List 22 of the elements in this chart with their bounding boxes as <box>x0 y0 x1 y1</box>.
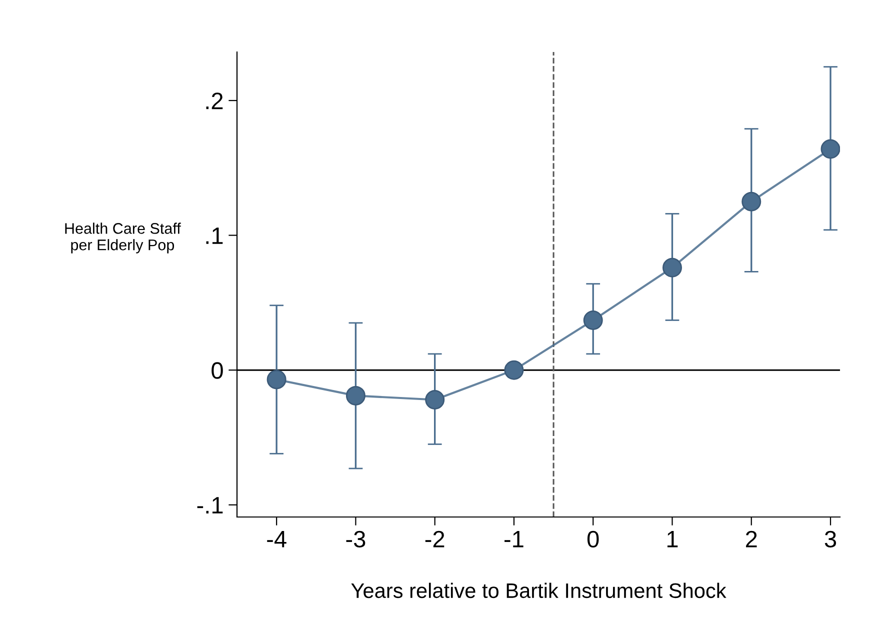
x-tick-label: 3 <box>824 530 836 548</box>
y-tick-label: 0 <box>212 362 223 379</box>
x-tick-label: -2 <box>425 530 444 548</box>
point <box>583 310 603 330</box>
point <box>425 390 445 410</box>
point <box>346 386 366 406</box>
point <box>742 192 762 212</box>
y-axis-title: Health Care Staff per Elderly Pop <box>65 222 181 254</box>
y-tick-label: -.1 <box>197 497 223 514</box>
point <box>504 360 524 380</box>
x-tick-label: -3 <box>346 530 366 548</box>
x-axis-title: Years relative to Bartik Instrument Shock <box>351 582 726 598</box>
x-tick-label: -4 <box>267 531 286 548</box>
point <box>820 139 840 159</box>
x-tick-label: 1 <box>667 531 678 548</box>
point <box>266 370 286 390</box>
y-tick-label: .1 <box>206 228 223 244</box>
y-tick-label: .2 <box>206 92 223 110</box>
x-tick-label: 0 <box>587 530 599 548</box>
x-tick-label: 2 <box>746 530 757 548</box>
point <box>662 258 682 278</box>
x-tick-label: -1 <box>504 531 524 548</box>
